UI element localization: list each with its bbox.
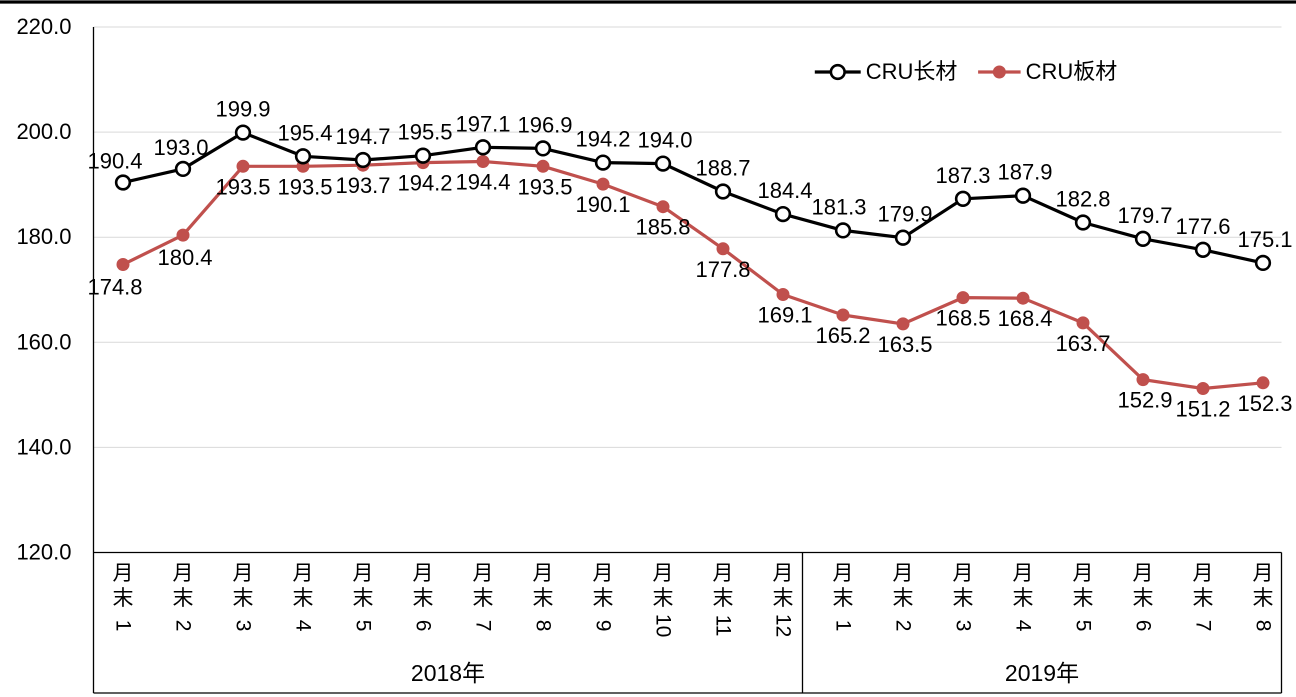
svg-text:196.9: 196.9 <box>517 112 572 137</box>
svg-text:197.1: 197.1 <box>455 111 510 136</box>
svg-text:187.9: 187.9 <box>997 160 1052 185</box>
svg-text:182.8: 182.8 <box>1055 187 1110 212</box>
svg-text:190.1: 190.1 <box>575 192 630 217</box>
svg-text:180.0: 180.0 <box>16 224 71 249</box>
svg-text:CRU板材: CRU板材 <box>1026 59 1118 84</box>
svg-text:179.7: 179.7 <box>1117 203 1172 228</box>
svg-text:179.9: 179.9 <box>877 202 932 227</box>
svg-text:120.0: 120.0 <box>16 540 71 565</box>
svg-text:185.8: 185.8 <box>635 215 690 240</box>
svg-text:CRU长材: CRU长材 <box>866 59 958 84</box>
svg-text:193.0: 193.0 <box>153 135 208 160</box>
svg-text:165.2: 165.2 <box>815 323 870 348</box>
svg-text:180.4: 180.4 <box>157 245 212 270</box>
svg-text:175.1: 175.1 <box>1237 227 1292 252</box>
svg-text:200.0: 200.0 <box>16 119 71 144</box>
svg-text:163.7: 163.7 <box>1055 331 1110 356</box>
svg-text:195.4: 195.4 <box>277 120 332 145</box>
svg-text:168.4: 168.4 <box>997 306 1052 331</box>
svg-text:194.0: 194.0 <box>637 128 692 153</box>
svg-text:193.5: 193.5 <box>517 174 572 199</box>
svg-text:194.7: 194.7 <box>335 124 390 149</box>
svg-text:174.8: 174.8 <box>87 275 142 300</box>
svg-text:199.9: 199.9 <box>215 97 270 122</box>
svg-text:193.5: 193.5 <box>277 174 332 199</box>
svg-text:151.2: 151.2 <box>1175 397 1230 422</box>
svg-text:194.2: 194.2 <box>575 127 630 152</box>
svg-text:193.5: 193.5 <box>215 174 270 199</box>
svg-text:177.8: 177.8 <box>695 257 750 282</box>
svg-text:163.5: 163.5 <box>877 332 932 357</box>
svg-text:195.5: 195.5 <box>397 120 452 145</box>
svg-text:181.3: 181.3 <box>811 194 866 219</box>
svg-text:169.1: 169.1 <box>757 303 812 328</box>
svg-text:152.9: 152.9 <box>1117 388 1172 413</box>
svg-text:193.7: 193.7 <box>335 173 390 198</box>
svg-text:177.6: 177.6 <box>1175 214 1230 239</box>
svg-text:194.2: 194.2 <box>397 171 452 196</box>
svg-text:160.0: 160.0 <box>16 329 71 354</box>
svg-text:2019年: 2019年 <box>1005 660 1079 686</box>
svg-text:168.5: 168.5 <box>935 306 990 331</box>
svg-text:187.3: 187.3 <box>935 163 990 188</box>
svg-text:190.4: 190.4 <box>87 149 142 174</box>
svg-text:220.0: 220.0 <box>16 14 71 39</box>
svg-text:2018年: 2018年 <box>411 660 485 686</box>
svg-text:152.3: 152.3 <box>1237 391 1292 416</box>
svg-text:194.4: 194.4 <box>455 170 510 195</box>
svg-text:140.0: 140.0 <box>16 434 71 459</box>
svg-text:188.7: 188.7 <box>695 156 750 181</box>
svg-text:184.4: 184.4 <box>757 178 812 203</box>
